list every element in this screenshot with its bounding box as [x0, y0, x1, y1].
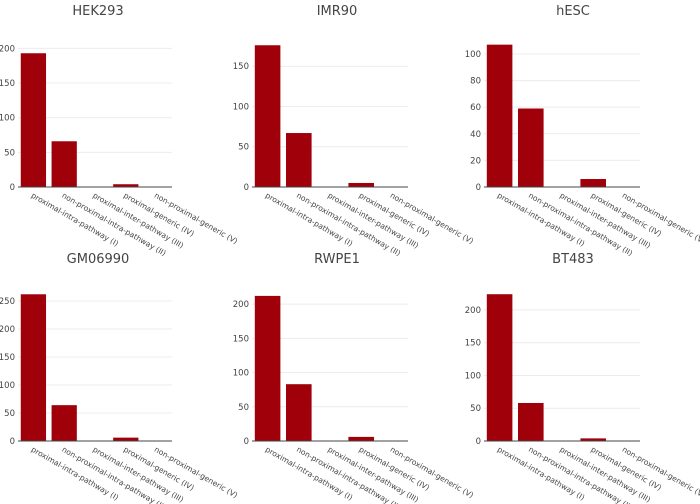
bar: [286, 384, 312, 441]
chart-title: BT483: [552, 252, 594, 267]
chart-panel: GM06990050100150200250proximal-intra-pat…: [0, 252, 239, 504]
y-tick-label: 200: [465, 306, 481, 316]
bar: [580, 438, 606, 441]
y-tick-label: 50: [4, 148, 15, 158]
bar: [518, 108, 544, 187]
bar: [20, 294, 47, 441]
chart-panel: HEK293050100150200proximal-intra-pathway…: [0, 4, 239, 258]
y-tick-label: 150: [0, 353, 15, 363]
y-tick-label: 200: [0, 325, 15, 335]
y-tick-label: 0: [10, 183, 15, 193]
y-tick-label: 100: [0, 114, 15, 124]
y-tick-label: 0: [244, 183, 249, 193]
y-tick-label: 200: [0, 44, 15, 54]
y-tick-label: 150: [0, 79, 15, 89]
y-tick-label: 100: [233, 369, 249, 379]
y-tick-label: 150: [233, 62, 249, 72]
bar: [254, 295, 281, 441]
chart-title: RWPE1: [314, 252, 360, 267]
y-tick-label: 50: [238, 143, 249, 153]
y-tick-label: 0: [244, 437, 249, 447]
y-tick-label: 100: [465, 50, 481, 60]
chart-title: hESC: [556, 4, 590, 19]
y-tick-label: 250: [0, 297, 15, 307]
y-tick-label: 50: [238, 403, 249, 413]
bar: [348, 182, 374, 187]
bar: [51, 141, 77, 187]
y-tick-label: 40: [470, 130, 481, 140]
y-tick-label: 100: [465, 371, 481, 381]
y-tick-label: 150: [465, 339, 481, 349]
bar: [348, 436, 374, 441]
y-tick-label: 100: [0, 381, 15, 391]
bar: [113, 437, 139, 441]
chart-panel: BT483050100150200proximal-intra-pathway …: [465, 252, 700, 504]
bar: [254, 45, 281, 187]
y-tick-label: 0: [476, 437, 481, 447]
bar: [518, 402, 544, 441]
y-tick-label: 200: [233, 300, 249, 310]
y-tick-label: 50: [4, 409, 15, 419]
bar: [580, 179, 606, 187]
bar: [20, 53, 47, 187]
chart-title: GM06990: [67, 252, 130, 267]
bar: [286, 133, 312, 187]
bar: [486, 294, 513, 441]
y-tick-label: 60: [470, 103, 481, 113]
chart-title: HEK293: [72, 4, 123, 19]
chart-panel: RWPE1050100150200proximal-intra-pathway …: [233, 252, 475, 504]
y-tick-label: 150: [233, 334, 249, 344]
bar: [51, 405, 77, 441]
chart-title: IMR90: [317, 4, 358, 19]
y-tick-label: 50: [470, 404, 481, 414]
bar: [486, 44, 513, 187]
y-tick-label: 0: [10, 437, 15, 447]
y-tick-label: 80: [470, 77, 481, 87]
y-tick-label: 100: [233, 102, 249, 112]
y-tick-label: 0: [476, 183, 481, 193]
bar: [113, 184, 139, 187]
y-tick-label: 20: [470, 156, 481, 166]
